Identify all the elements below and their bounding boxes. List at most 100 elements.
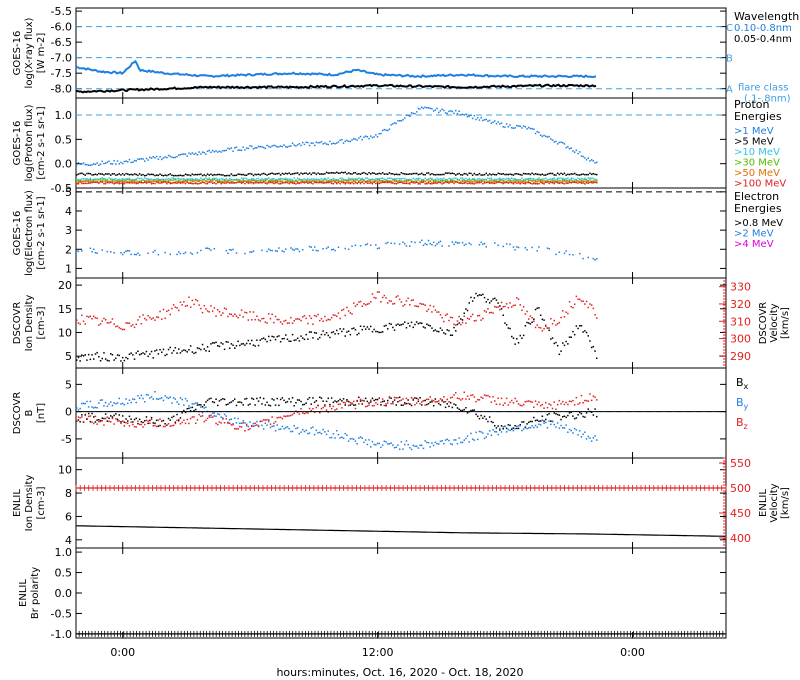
legend-ref-label: A (726, 85, 733, 96)
data-point (281, 178, 284, 180)
data-point (366, 243, 369, 245)
data-point (438, 311, 440, 313)
data-point (490, 182, 493, 184)
data-point (150, 418, 153, 421)
data-point (189, 345, 192, 347)
data-point (120, 252, 122, 254)
data-point (327, 246, 329, 248)
data-point (419, 403, 421, 405)
data-point (222, 418, 224, 420)
data-point (195, 408, 197, 411)
data-point (269, 339, 272, 342)
data-point (383, 181, 386, 183)
data-point (410, 241, 413, 243)
data-point (468, 115, 470, 117)
data-point (477, 315, 479, 317)
data-point (371, 397, 374, 400)
data-point (500, 425, 503, 427)
data-point (104, 162, 107, 164)
data-point (237, 417, 239, 420)
data-point (455, 241, 457, 243)
data-point (293, 249, 295, 251)
data-point (188, 407, 190, 410)
data-point (533, 178, 535, 180)
data-point (427, 239, 430, 242)
data-point (104, 319, 107, 321)
data-point (381, 296, 384, 299)
data-point (563, 415, 566, 417)
data-point (470, 181, 472, 184)
data-point (448, 172, 450, 174)
data-point (81, 181, 83, 183)
data-point (436, 182, 438, 185)
data-point (264, 178, 267, 180)
data-point (247, 428, 250, 431)
data-point (366, 180, 369, 183)
data-point (353, 182, 355, 185)
data-point (176, 307, 178, 309)
data-point (444, 400, 447, 403)
series->1 MeV (76, 106, 598, 166)
data-point (176, 178, 178, 180)
data-point (213, 248, 216, 250)
data-point (82, 402, 85, 405)
data-point (539, 180, 542, 182)
data-point (218, 173, 221, 176)
data-point (582, 155, 584, 158)
data-point (206, 399, 209, 402)
data-point (237, 401, 239, 403)
data-point (108, 417, 110, 420)
data-point (191, 173, 194, 175)
data-point (108, 173, 110, 175)
data-point (132, 180, 134, 183)
data-point (398, 120, 401, 122)
data-point (507, 182, 510, 184)
data-point (291, 430, 294, 433)
data-point (110, 401, 112, 403)
data-point (330, 249, 333, 251)
data-point (245, 342, 248, 345)
data-point (103, 178, 105, 181)
data-point (509, 302, 511, 304)
data-point (203, 404, 205, 406)
data-point (269, 172, 272, 175)
series-0.10-0.8nm (75, 59, 596, 79)
data-point (242, 180, 244, 183)
data-point (169, 313, 171, 316)
data-point (171, 425, 173, 427)
data-point (271, 178, 273, 180)
data-point (161, 182, 163, 184)
data-point (268, 313, 270, 315)
data-point (268, 173, 270, 175)
data-point (465, 322, 467, 324)
data-point (409, 173, 411, 175)
data-point (349, 312, 352, 314)
data-point (560, 316, 562, 319)
data-point (94, 252, 97, 254)
data-point (110, 178, 112, 181)
data-point (295, 402, 297, 404)
data-point (556, 323, 559, 325)
data-point (495, 122, 498, 125)
data-point (76, 249, 78, 252)
data-point (470, 114, 472, 116)
data-point (529, 173, 532, 176)
data-point (162, 180, 165, 182)
data-point (528, 180, 530, 183)
data-point (387, 402, 389, 404)
y-tick-label: 0.0 (55, 158, 73, 171)
data-point (344, 314, 346, 317)
data-point (86, 315, 88, 318)
data-point (381, 180, 384, 183)
data-point (448, 329, 450, 332)
data-point (113, 159, 115, 162)
data-point (370, 178, 372, 181)
data-point (494, 400, 496, 402)
data-point (534, 183, 537, 185)
data-point (319, 431, 321, 434)
data-point (584, 330, 586, 332)
data-point (145, 174, 148, 177)
data-point (186, 174, 188, 176)
data-point (262, 397, 265, 400)
